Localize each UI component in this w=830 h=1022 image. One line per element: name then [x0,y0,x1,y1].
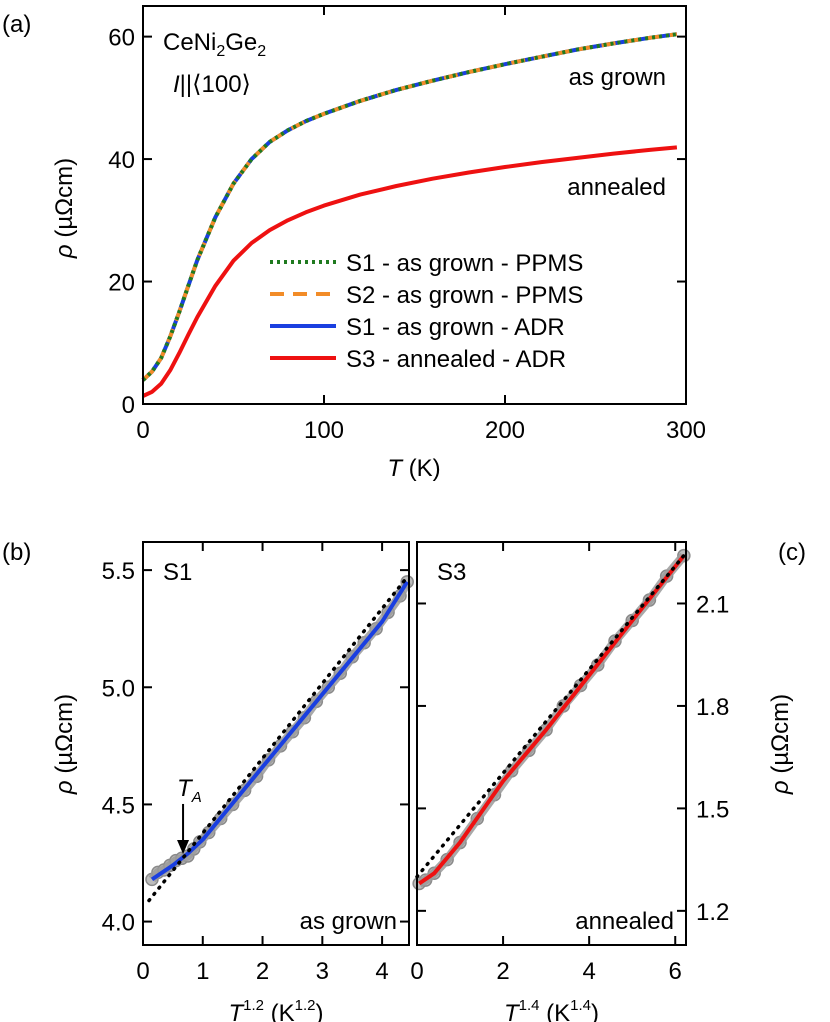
x-tick-label: 0 [136,417,149,444]
y-tick-label: 60 [108,25,135,52]
arrow-head [177,839,190,854]
x-tick-label: 200 [485,417,525,444]
x-tick-label: 0 [136,958,149,985]
legend-label-3: S1 - as grown - ADR [346,314,565,341]
y-tick-label: 20 [108,270,135,297]
state-label: annealed [575,908,674,935]
sample-label: S1 [163,559,192,586]
marker-label: TA [177,775,202,806]
x-tick-label: 1 [196,958,209,985]
power-law-fit [147,575,409,903]
x-axis-label: T1.4 (K1.4) [504,997,599,1022]
annotation-1: as grown [569,64,666,91]
plot-frame [416,541,687,946]
y-axis-label: ρ (µΩcm) [51,158,78,259]
x-tick-label: 2 [496,958,509,985]
panel-label-b: (b) [2,539,31,566]
y-tick-label: 40 [108,147,135,174]
y-tick-label: 0 [122,392,135,419]
x-tick-label: 2 [256,958,269,985]
panel-label-a: (a) [2,11,31,38]
x-tick-label: 3 [316,958,329,985]
x-tick-label: 300 [666,417,706,444]
plot-frame [142,5,687,405]
compound-label: CeNi2Ge2 [163,29,266,60]
fit-line [418,554,686,886]
annotation-2: annealed [567,174,666,201]
sample-label: S3 [437,559,466,586]
panel-c-chart: 0 2 4 6 1.2 1.5 1.8 2.1 T1.4 (K1.4) ρ (µΩcm) S3 ann… [410,541,794,1022]
legend-label-2: S2 - as grown - PPMS [346,282,583,309]
series-line-2 [141,32,678,382]
power-law-fit [415,553,686,879]
x-tick-label: 100 [304,417,344,444]
y-axis-label: ρ (µΩcm) [51,694,78,795]
x-tick-label: 0 [410,958,423,985]
x-tick-label: 4 [582,958,595,985]
fit-line [150,580,409,882]
current-direction-label: I||⟨100⟩ [173,71,251,98]
legend-label-4: S3 - annealed - ADR [346,346,566,373]
state-label: as grown [300,908,397,935]
y-tick-label: 5.0 [102,675,135,702]
y-tick-label: 1.2 [696,899,729,926]
x-tick-label: 4 [375,958,388,985]
y-tick-label: 4.0 [102,910,135,937]
legend-label-1: S1 - as grown - PPMS [346,250,583,277]
x-tick-label: 6 [669,958,682,985]
y-tick-label: 4.5 [102,792,135,819]
x-axis-label: T (K) [387,455,440,482]
series-line-4 [142,145,678,398]
x-axis-label: T1.2 (K1.2) [228,997,323,1022]
panel-b-chart: 0 1 2 3 4 4.0 4.5 5.0 5.5 T1.2 (K1.2) ρ (µΩcm) S1 as… [51,541,414,1022]
y-tick-label: 2.1 [696,591,729,618]
y-tick-label: 1.5 [696,796,729,823]
panel-a-chart: 0 100 200 300 0 20 40 60 T (K) ρ (µΩcm) CeNi2Ge2 I|… [51,5,706,482]
y-axis-label: ρ (µΩcm) [767,694,794,795]
y-tick-label: 1.8 [696,694,729,721]
plot-frame [142,541,410,946]
panel-label-c: (c) [778,539,806,566]
y-tick-label: 5.5 [102,558,135,585]
